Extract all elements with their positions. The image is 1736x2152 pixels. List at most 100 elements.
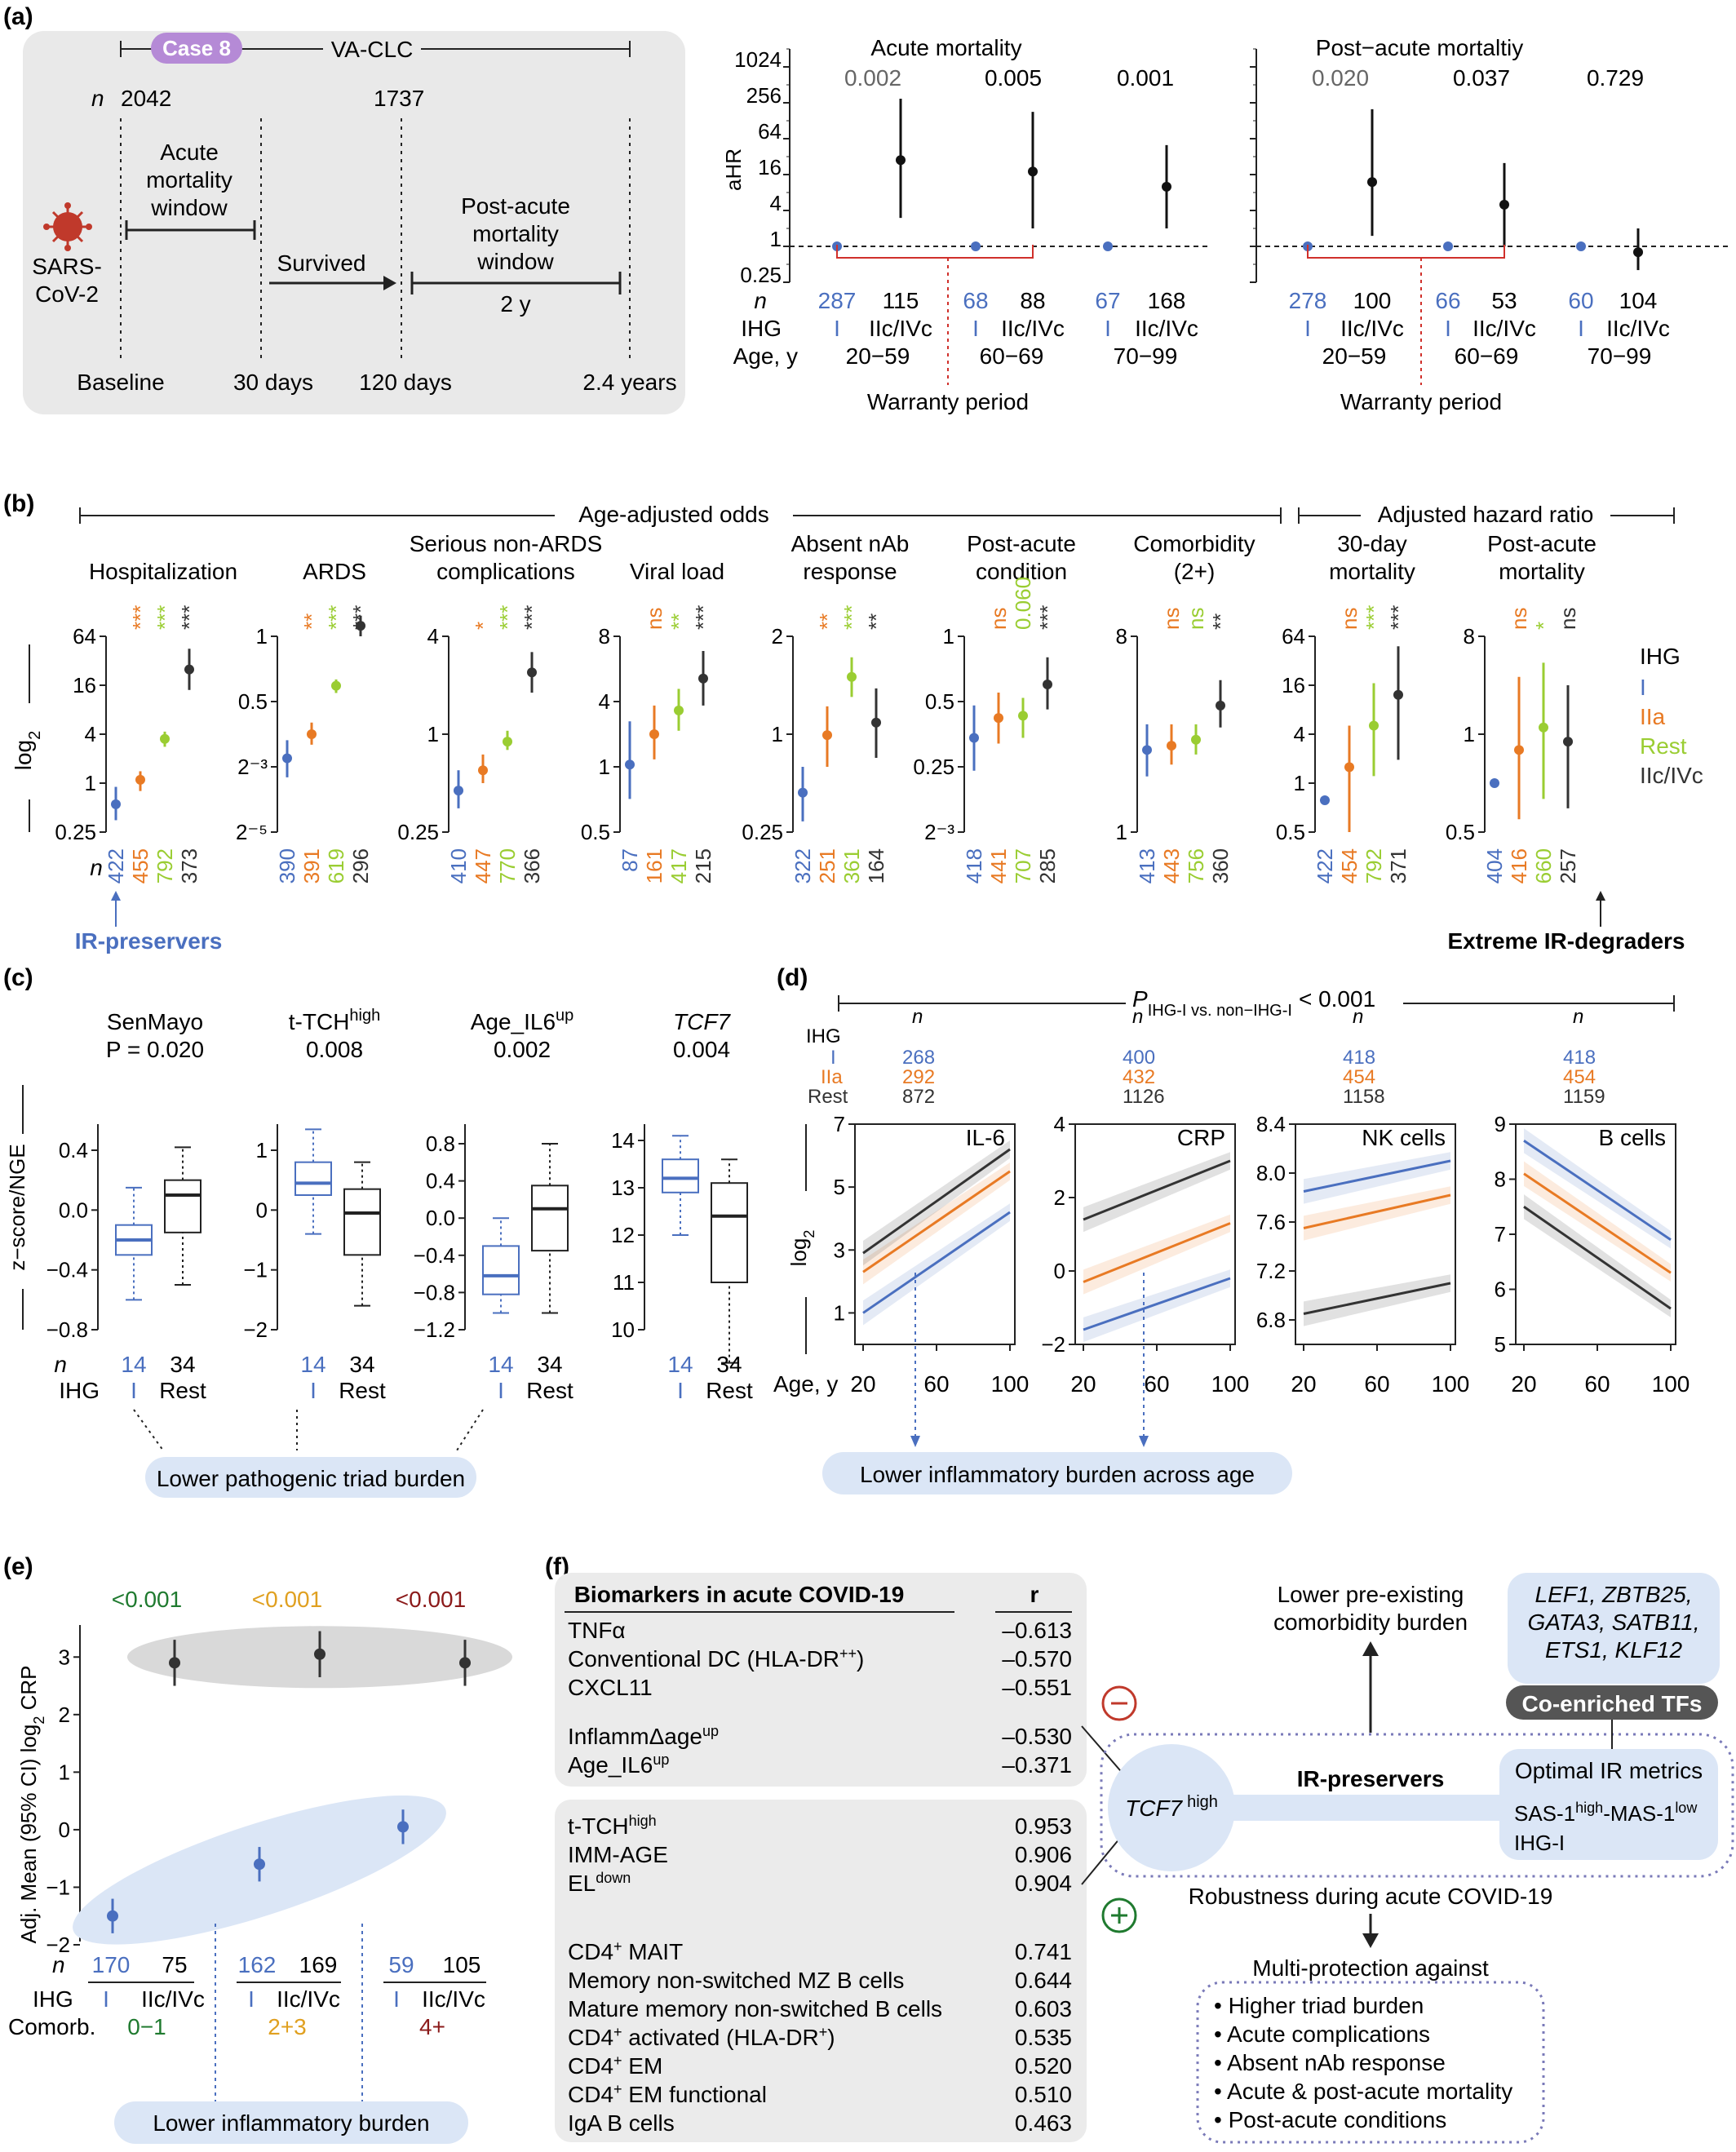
d-tick-label: 7 (1495, 1222, 1506, 1246)
c-n-Rest: 34 (537, 1352, 562, 1377)
b-tick-label: 0.5 (1276, 820, 1305, 844)
d-n-label: n (912, 1006, 923, 1028)
d-tick-label: 8.4 (1256, 1112, 1286, 1136)
d-n-value: 1159 (1563, 1086, 1605, 1108)
b-tick-label: 8 (1116, 624, 1127, 649)
d-header: PIHG-I vs. non−IHG-I < 0.001 (1132, 986, 1375, 1020)
b-n: 161 (642, 848, 666, 883)
e-tick-label: 0 (59, 1818, 70, 1842)
d-line (1523, 1172, 1672, 1274)
c-tick-label: 0.8 (426, 1131, 455, 1156)
metrics-box (1499, 1749, 1718, 1860)
svg-text:4: 4 (770, 191, 782, 215)
svg-text:n: n (754, 288, 767, 313)
svg-text:• Absent nAb response: • Absent nAb response (1214, 2050, 1446, 2075)
panel-d: (d) PIHG-I vs. non−IHG-I < 0.001 IHG I II… (773, 964, 1690, 1494)
b-n: 413 (1135, 848, 1159, 883)
b-n: 215 (691, 848, 715, 883)
b-sig: *** (1386, 605, 1410, 630)
c-tick-label: −1.2 (414, 1317, 455, 1342)
f-row-r: –0.551 (1002, 1675, 1072, 1700)
b-n: 770 (495, 848, 520, 883)
f-row-name: CD4+ EM functional (568, 2081, 767, 2107)
d-note-pill (822, 1452, 1292, 1494)
svg-text:60: 60 (1568, 288, 1593, 313)
d-n-value: 268 (902, 1047, 935, 1069)
b-tick-label: 0.5 (925, 689, 954, 714)
svg-text:ETS1, KLF12: ETS1, KLF12 (1545, 1637, 1683, 1663)
b-tick-label: 1 (1464, 722, 1475, 746)
b-tick-label: 0.25 (913, 755, 954, 779)
d-ci-band (1304, 1152, 1450, 1204)
metrics-sas: SAS-1high-MAS-1low (1514, 1800, 1698, 1826)
d-line (1303, 1159, 1451, 1193)
b-tick-label: 4 (427, 624, 439, 649)
b-tick-label: 1 (256, 624, 268, 649)
f-row-name: CD4+ MAIT (568, 1938, 683, 1964)
d-n-value: 1126 (1123, 1086, 1165, 1108)
hr-point (1162, 181, 1171, 192)
d-n-value: 292 (902, 1066, 935, 1088)
svg-text:• Acute complications: • Acute complications (1214, 2021, 1430, 2047)
b-panel-8: Post-acute mortality 8 1 0.5 ns * ns 404 416 660 25… (1446, 531, 1596, 883)
c-tick-label: −0.4 (414, 1243, 455, 1268)
d-ci-band (1524, 1128, 1671, 1249)
d-n-label: n (1132, 1006, 1143, 1028)
b-tick-label: 1 (943, 624, 954, 649)
c-g-Rest: Rest (159, 1378, 206, 1403)
svg-text:• Acute & post-acute mortality: • Acute & post-acute mortality (1214, 2079, 1512, 2104)
f-row-r: 0.520 (1015, 2053, 1072, 2079)
ir-preservers-container (1100, 1733, 1734, 1878)
svg-text:I: I (834, 316, 840, 341)
d-line (1523, 1206, 1672, 1310)
b-point (1344, 762, 1354, 773)
acute-window-1: Acute (160, 139, 219, 165)
b-tick-label: 0.5 (581, 820, 610, 844)
c-tick-label: −2 (243, 1317, 268, 1342)
c-tick-label: 0.0 (59, 1198, 88, 1222)
b-tick-label: 1 (1116, 820, 1127, 844)
f-row-r: 0.953 (1015, 1813, 1072, 1839)
svg-text:168: 168 (1148, 288, 1186, 313)
c-n-Rest: 34 (170, 1352, 195, 1377)
b-sig: *** (153, 605, 177, 630)
svg-text:20−59: 20−59 (846, 343, 910, 369)
b-n: 792 (1362, 848, 1386, 883)
c-n-I: 14 (667, 1352, 693, 1377)
d-xtick-label: 100 (1652, 1371, 1690, 1397)
d-ci-band (863, 1162, 1010, 1285)
f-table-r: r (1030, 1582, 1039, 1607)
svg-text:IIc/IVc: IIc/IVc (869, 316, 932, 341)
p-acute-3: 0.001 (1117, 65, 1174, 91)
b-tick-label: 0.25 (397, 820, 439, 844)
f-table-rows: TNFα –0.613 Conventional DC (HLA-DR++) –0.5… (568, 1618, 1072, 2136)
tfs-list: LEF1, ZBTB25, GATA3, SATB11, ETS1, KLF12 (1527, 1582, 1699, 1663)
svg-text:IIc/IVc: IIc/IVc (277, 1986, 340, 2012)
svg-text:1024: 1024 (734, 47, 782, 72)
f-row-r: 0.904 (1015, 1871, 1072, 1896)
b-sig: 0.060 (1011, 577, 1035, 630)
c-panel-0: SenMayo P = 0.020 0.4 0.0 −0.4 −0.8 14 34 I Rest (46, 1009, 206, 1403)
f-row-name: t-TCHhigh (568, 1813, 657, 1839)
svg-text:I: I (1105, 316, 1111, 341)
acute-window-3: window (150, 195, 228, 220)
b-n: 373 (177, 848, 202, 883)
d-ci-band (1083, 1214, 1230, 1295)
d-tick-label: 9 (1495, 1112, 1506, 1136)
p-post-3: 0.729 (1587, 65, 1644, 91)
svg-text:170: 170 (92, 1952, 131, 1977)
c-panel-2: Age_IL6up 0.002 0.8 0.4 0.0 −0.4 −0.8 −1.2 14 34 I… (414, 1007, 574, 1403)
c-n-I: 14 (300, 1352, 326, 1377)
b-n: 251 (815, 848, 839, 883)
c-title: SenMayo (107, 1009, 203, 1034)
panel-a: (a) Case 8 VA-CLC n 2042 1737 SARS- CoV-… (3, 3, 1729, 414)
b-n: 660 (1531, 848, 1556, 883)
svg-text:I: I (972, 316, 979, 341)
aHR-label: aHR (721, 148, 746, 191)
b-tick-label: 2 (772, 624, 783, 649)
protection-box (1196, 1981, 1545, 2144)
c-n-I: 14 (121, 1352, 146, 1377)
